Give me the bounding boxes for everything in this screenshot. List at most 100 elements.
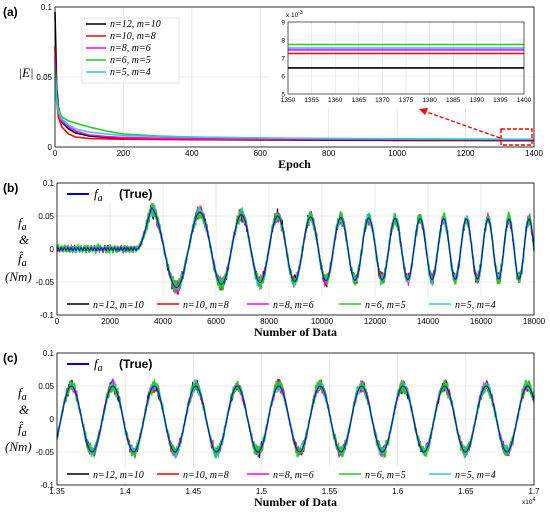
panel-b-true-legend: fa (True) <box>63 186 163 204</box>
plot-frame-c <box>56 352 535 486</box>
ylabel-f: fa <box>18 215 27 233</box>
legend-label: n=10, m=8 <box>183 470 229 481</box>
x-tick-label: 4000 <box>154 317 172 326</box>
legend-label: n=10, m=8 <box>110 31 156 42</box>
inset-x-tick: 1385 <box>446 97 461 104</box>
y-tick-label: -0.05 <box>36 278 55 287</box>
x-tick-label: 1.6 <box>392 487 404 496</box>
series-line-4 <box>54 76 535 140</box>
legend-label: n=5, m=4 <box>455 300 496 311</box>
legend-label: n=6, m=5 <box>365 470 406 481</box>
inset-x-tick: 1400 <box>517 97 532 104</box>
panel-a-ylabel: |E| <box>18 65 33 80</box>
y-tick-label: -0.1 <box>40 481 54 490</box>
panel-a-xlabel: Epoch <box>278 157 311 171</box>
legend-label: n=8, m=6 <box>273 300 314 311</box>
true-legend-label: fa <box>94 356 103 374</box>
ylabel-unit: (Nm) <box>5 269 32 284</box>
inset-multiplier: x 10-3 <box>286 10 303 19</box>
x-tick-label: 1200 <box>457 149 475 158</box>
y-tick-label: -0.05 <box>36 448 55 457</box>
x-tick-label: 400 <box>185 149 199 158</box>
x-tick-label: 1.55 <box>322 487 338 496</box>
x-tick-label: 16000 <box>470 317 493 326</box>
panel-a-title: (a) <box>3 5 18 19</box>
panel-a-legend: n=12, m=10n=10, m=8n=8, m=6n=6, m=5n=5, … <box>81 17 180 84</box>
y-tick-label: 0 <box>50 415 55 424</box>
x-tick-label: 1000 <box>388 149 406 158</box>
x-multiplier: x104 <box>522 497 535 506</box>
inset-x-tick: 1360 <box>328 97 343 104</box>
true-legend-box <box>63 186 163 203</box>
inset-x-tick: 1380 <box>422 97 437 104</box>
panel-c-xlabel: Number of Data <box>254 495 337 509</box>
x-tick-label: 0 <box>55 317 60 326</box>
true-signal-line <box>56 385 535 453</box>
legend-box <box>63 297 528 312</box>
x-tick-label: 200 <box>117 149 131 158</box>
legend-label: n=10, m=8 <box>183 300 229 311</box>
panel-c-true-legend: fa (True) <box>63 356 163 374</box>
inset-y-tick: 9 <box>281 20 285 27</box>
inset-y-tick: 7 <box>281 56 285 63</box>
x-tick-label: 1.35 <box>49 487 65 496</box>
panel-c-ylabel: fa& f̂a(Nm) <box>5 385 32 454</box>
ylabel-amp: & <box>19 402 30 417</box>
ylabel-f: fa <box>18 385 27 403</box>
y-tick-label: 0.1 <box>43 179 55 188</box>
x-tick-label: 10000 <box>311 317 334 326</box>
x-tick-label: 1.45 <box>185 487 201 496</box>
true-legend-note: (True) <box>119 357 152 371</box>
x-tick-label: 14000 <box>417 317 440 326</box>
plot-frame-a <box>54 6 535 148</box>
inset-x-tick: 1390 <box>470 97 485 104</box>
panel-c-title: (c) <box>3 351 18 365</box>
panel-b-ylabel: fa& f̂a(Nm) <box>5 215 32 284</box>
inset-x-tick: 1355 <box>304 97 319 104</box>
zoom-region-marker <box>500 128 533 146</box>
y-tick-label: 0.1 <box>43 349 55 358</box>
y-tick-label: 0.1 <box>41 3 53 12</box>
x-tick-label: 1.65 <box>458 487 474 496</box>
panel-b-title: (b) <box>3 181 18 195</box>
true-legend-note: (True) <box>119 187 152 201</box>
legend-label: n=8, m=6 <box>110 43 151 54</box>
legend-label: n=12, m=10 <box>93 470 144 481</box>
inset-frame <box>287 21 525 95</box>
x-tick-label: 600 <box>254 149 268 158</box>
y-tick-label: 0 <box>48 143 53 152</box>
legend-label: n=12, m=10 <box>93 300 144 311</box>
legend-label: n=12, m=10 <box>110 19 161 30</box>
y-tick-label: 0 <box>50 245 55 254</box>
inset-x-tick: 1365 <box>352 97 367 104</box>
panel-b-legend: n=12, m=10 n=10, m=8 n=8, m=6 n=6, m=5 n=5, … <box>63 297 528 312</box>
ylabel-amp: & <box>19 232 30 247</box>
inset-x-tick: 1370 <box>375 97 390 104</box>
inset-y-tick: 5 <box>281 92 285 99</box>
legend-label: n=6, m=5 <box>365 300 406 311</box>
legend-label: n=5, m=4 <box>110 67 151 78</box>
x-tick-label: 1.4 <box>120 487 132 496</box>
ylabel-fhat: f̂a <box>18 421 27 439</box>
plot-frame-b <box>56 182 535 316</box>
y-tick-label: -0.1 <box>40 311 54 320</box>
x-tick-label: 18000 <box>523 317 546 326</box>
x-tick-label: 8000 <box>260 317 278 326</box>
inset-x-tick: 1395 <box>493 97 508 104</box>
inset: 1350 1355 1360 1365 1370 1375 1380 1385 1390 1395… <box>270 8 532 108</box>
inset-y-tick: 8 <box>281 38 285 45</box>
ylabel-fhat: f̂a <box>18 251 27 269</box>
x-tick-label: 800 <box>322 149 336 158</box>
inset-y-tick: 6 <box>281 74 285 81</box>
x-tick-label: 1.5 <box>256 487 268 496</box>
x-tick-label: 12000 <box>364 317 387 326</box>
inset-x-tick: 1375 <box>399 97 414 104</box>
legend-label: n=8, m=6 <box>273 470 314 481</box>
y-tick-label: 0.05 <box>38 212 54 221</box>
legend-box <box>63 467 528 482</box>
panel-c-legend: n=12, m=10 n=10, m=8 n=8, m=6 n=6, m=5 n=5, … <box>63 467 528 482</box>
x-tick-label: 6000 <box>207 317 225 326</box>
x-tick-label: 1.7 <box>528 487 540 496</box>
true-legend-box <box>63 356 163 373</box>
